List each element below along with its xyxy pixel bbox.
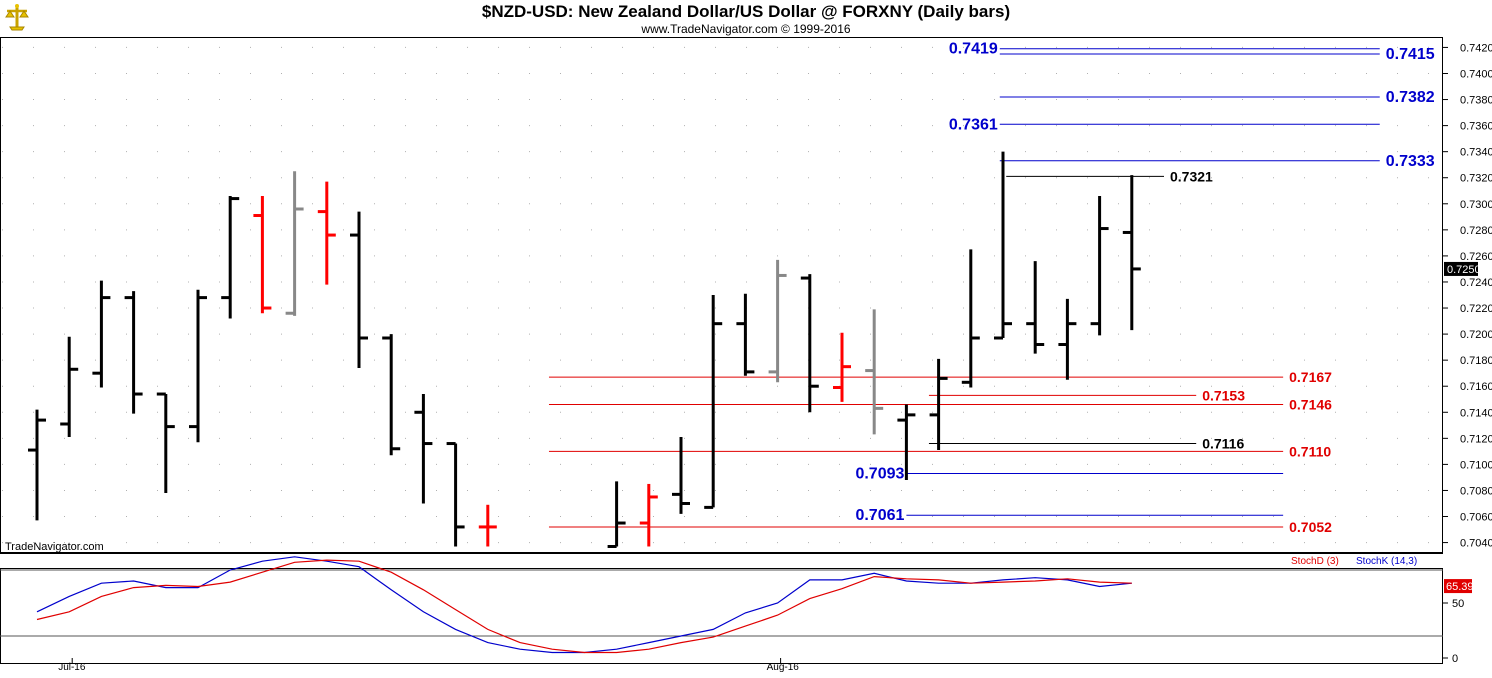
y-tick-label: 0.7260 bbox=[1460, 251, 1492, 263]
y-tick-label: 0.7280 bbox=[1460, 225, 1492, 237]
y-tick-label: 0.7040 bbox=[1460, 538, 1492, 550]
level-label: 0.7116 bbox=[1202, 436, 1244, 452]
ohlc-bar bbox=[382, 334, 401, 456]
chart-subtitle: www.TradeNavigator.com © 1999-2016 bbox=[641, 22, 851, 36]
y-tick-label: 0.7220 bbox=[1460, 303, 1492, 315]
ohlc-bar bbox=[961, 249, 980, 388]
watermark: TradeNavigator.com bbox=[5, 541, 104, 553]
stoch-d-line bbox=[36, 559, 1132, 654]
x-tick-label: Jul-16 bbox=[58, 662, 86, 673]
ohlc-bar bbox=[736, 293, 755, 376]
ohlc-bar bbox=[317, 181, 336, 285]
legend-stoch-d: StochD (3) bbox=[1291, 556, 1339, 567]
ohlc-bar bbox=[704, 295, 723, 509]
y-tick-label: 50 bbox=[1452, 598, 1464, 610]
ohlc-bar bbox=[478, 504, 497, 547]
level-label: 0.7093 bbox=[855, 466, 904, 483]
gold-scale-icon[interactable] bbox=[4, 3, 30, 31]
last-price-label: 0.7250 bbox=[1447, 264, 1481, 276]
ohlc-bar bbox=[768, 259, 787, 383]
ohlc-bar bbox=[833, 332, 851, 402]
level-label: 0.7167 bbox=[1289, 369, 1332, 385]
ohlc-bar bbox=[897, 404, 916, 481]
ohlc-bar bbox=[92, 280, 111, 388]
ohlc-bar bbox=[994, 151, 1012, 340]
ohlc-bar bbox=[285, 171, 304, 316]
level-label: 0.7052 bbox=[1289, 519, 1332, 535]
y-tick-label: 0.7400 bbox=[1460, 68, 1492, 80]
level-label: 0.7361 bbox=[949, 116, 998, 133]
ohlc-bar bbox=[350, 211, 368, 368]
y-tick-label: 0.7160 bbox=[1460, 381, 1492, 393]
level-label: 0.7061 bbox=[855, 507, 904, 524]
stoch-panel-frame bbox=[0, 568, 1443, 664]
y-tick-label: 0.7080 bbox=[1460, 485, 1492, 497]
ohlc-bar bbox=[124, 291, 143, 414]
stoch-k-line bbox=[36, 556, 1132, 654]
y-tick-label: 0.7240 bbox=[1460, 277, 1492, 289]
y-tick-label: 0.7320 bbox=[1460, 173, 1492, 185]
y-tick-label: 0 bbox=[1452, 653, 1458, 665]
y-tick-label: 0.7200 bbox=[1460, 329, 1492, 341]
y-tick-label: 0.7380 bbox=[1460, 95, 1492, 107]
y-tick-label: 0.7060 bbox=[1460, 512, 1492, 524]
level-label: 0.7419 bbox=[949, 41, 998, 58]
level-label: 0.7415 bbox=[1386, 46, 1435, 63]
ohlc-bar bbox=[414, 394, 433, 504]
ohlc-bar bbox=[1122, 175, 1141, 331]
ohlc-bar bbox=[189, 289, 207, 443]
y-tick-label: 0.7100 bbox=[1460, 459, 1492, 471]
ohlc-bar bbox=[607, 481, 626, 548]
y-tick-label: 0.7180 bbox=[1460, 355, 1492, 367]
ohlc-bar bbox=[1090, 195, 1109, 336]
ohlc-bar bbox=[446, 442, 465, 547]
level-label: 0.7333 bbox=[1386, 153, 1435, 170]
level-label: 0.7110 bbox=[1289, 443, 1331, 459]
ohlc-bar bbox=[639, 483, 658, 547]
stoch-last-box bbox=[1444, 579, 1472, 594]
ohlc-bar bbox=[1026, 261, 1045, 354]
y-tick-label: 0.7300 bbox=[1460, 199, 1492, 211]
ohlc-bar bbox=[800, 274, 819, 413]
y-tick-label: 0.7340 bbox=[1460, 147, 1492, 159]
y-tick-label: 0.7140 bbox=[1460, 407, 1492, 419]
ohlc-bar bbox=[221, 195, 240, 319]
ohlc-bar bbox=[156, 392, 175, 494]
y-tick-label: 0.7120 bbox=[1460, 433, 1492, 445]
ohlc-bar bbox=[253, 195, 272, 314]
level-label: 0.7321 bbox=[1170, 168, 1213, 184]
level-label: 0.7382 bbox=[1386, 89, 1435, 106]
y-tick-label: 0.7360 bbox=[1460, 121, 1492, 133]
ohlc-bar bbox=[28, 409, 46, 521]
last-price-box bbox=[1444, 261, 1478, 276]
level-label: 0.7153 bbox=[1202, 387, 1245, 403]
ohlc-bar bbox=[865, 309, 884, 435]
level-label: 0.7146 bbox=[1289, 396, 1332, 412]
ohlc-bar bbox=[1058, 298, 1077, 380]
legend-stoch-k: StochK (14,3) bbox=[1356, 556, 1418, 567]
chart-title: $NZD-USD: New Zealand Dollar/US Dollar @… bbox=[481, 2, 1011, 21]
y-tick-label: 0.7420 bbox=[1460, 42, 1492, 54]
ohlc-bar bbox=[929, 358, 948, 451]
stoch-last-label: 65.39 bbox=[1446, 581, 1474, 593]
ohlc-bar bbox=[672, 437, 690, 514]
price-panel-frame bbox=[0, 37, 1443, 553]
x-tick-label: Aug-16 bbox=[767, 662, 800, 673]
ohlc-bar bbox=[60, 336, 79, 438]
